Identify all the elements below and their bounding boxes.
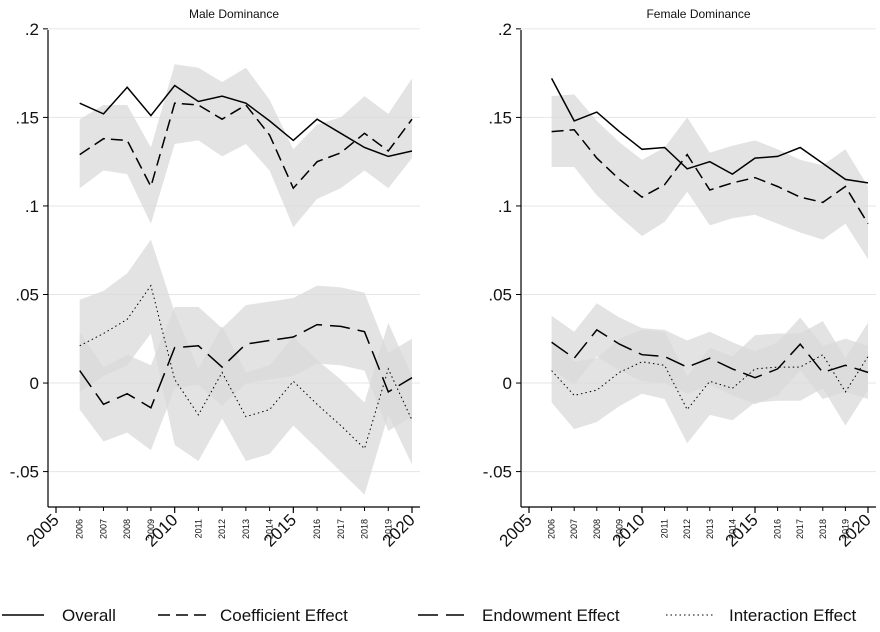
ci-band-coefficient-effect — [551, 94, 868, 260]
y-tick-label: .05 — [488, 285, 512, 304]
x-minor-tick-label: 2016 — [312, 519, 322, 539]
legend-label: Endowment Effect — [482, 606, 620, 625]
x-minor-tick-label: 2009 — [146, 519, 156, 539]
y-tick-label: .1 — [498, 197, 512, 216]
x-minor-tick-label: 2006 — [75, 519, 85, 539]
x-minor-tick-label: 2008 — [592, 519, 602, 539]
ci-band-interaction-effect — [551, 321, 868, 444]
x-minor-tick-label: 2007 — [569, 519, 579, 539]
legend-item-overall: Overall — [2, 606, 116, 625]
y-tick-label: .05 — [15, 285, 39, 304]
legend: Overall Coefficient Effect Endowment Effec… — [2, 606, 857, 625]
x-minor-tick-label: 2016 — [773, 519, 783, 539]
ci-band-interaction-effect — [79, 239, 412, 495]
ci-band-endowment-effect — [79, 285, 412, 451]
y-tick-label: .15 — [488, 108, 512, 127]
x-minor-tick-label: 2013 — [241, 519, 251, 539]
x-minor-tick-label: 2011 — [660, 519, 670, 538]
x-major-tick-label: 2005 — [496, 510, 536, 550]
x-minor-tick-label: 2008 — [122, 519, 132, 539]
x-minor-tick-label: 2018 — [818, 519, 828, 539]
x-minor-tick-label: 2017 — [795, 519, 805, 539]
series-line-coefficient-effect — [551, 129, 869, 225]
y-tick-label: .2 — [498, 20, 512, 39]
y-tick-label: -.05 — [483, 463, 512, 482]
y-tick-label: .15 — [15, 108, 39, 127]
legend-label: Interaction Effect — [729, 606, 857, 625]
x-minor-tick-label: 2006 — [547, 519, 557, 539]
chart-title: Female Dominance — [646, 7, 750, 21]
series-line-overall — [79, 84, 413, 158]
x-minor-tick-label: 2019 — [840, 519, 850, 539]
y-tick-label: .1 — [25, 197, 39, 216]
x-minor-tick-label: 2013 — [705, 519, 715, 539]
series-line-endowment-effect — [551, 328, 869, 379]
x-minor-tick-label: 2017 — [336, 519, 346, 539]
x-major-tick-label: 2005 — [23, 510, 63, 550]
series-line-interaction-effect — [79, 284, 413, 450]
legend-item-endowment-effect: Endowment Effect — [418, 606, 620, 625]
x-minor-tick-label: 2011 — [193, 519, 203, 538]
x-minor-tick-label: 2012 — [217, 519, 227, 539]
x-minor-tick-label: 2014 — [727, 519, 737, 539]
x-minor-tick-label: 2018 — [360, 519, 370, 539]
x-minor-tick-label: 2012 — [682, 519, 692, 539]
ci-band-coefficient-effect — [79, 64, 412, 228]
legend-label: Overall — [62, 606, 116, 625]
y-tick-label: .2 — [25, 20, 39, 39]
legend-item-coefficient-effect: Coefficient Effect — [158, 606, 348, 625]
legend-label: Coefficient Effect — [220, 606, 348, 625]
series-line-overall — [550, 78, 869, 184]
y-tick-label: -.05 — [10, 463, 39, 482]
x-minor-tick-label: 2014 — [265, 519, 275, 539]
y-tick-label: 0 — [30, 374, 39, 393]
legend-item-interaction-effect: Interaction Effect — [666, 606, 857, 625]
chart-title: Male Dominance — [189, 7, 279, 21]
x-minor-tick-label: 2019 — [383, 519, 393, 539]
x-minor-tick-label: 2009 — [614, 519, 624, 539]
x-minor-tick-label: 2007 — [98, 519, 108, 539]
y-tick-label: 0 — [503, 374, 512, 393]
